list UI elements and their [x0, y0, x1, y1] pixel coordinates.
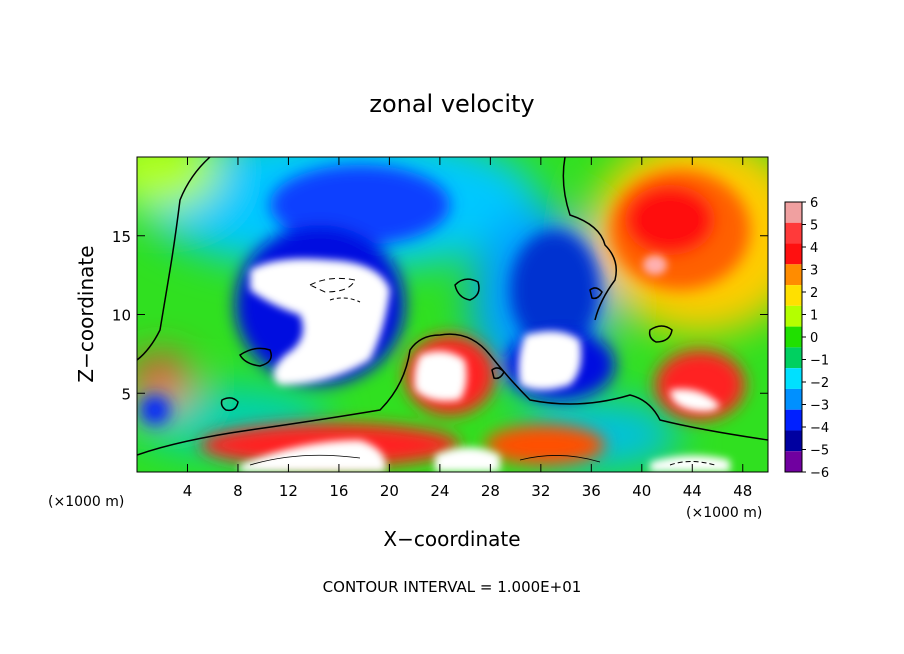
x-tick-label: 32	[531, 482, 550, 500]
zero-contour-lower	[137, 333, 768, 456]
colorbar-swatch	[785, 451, 802, 472]
colorbar-label: −4	[810, 421, 829, 436]
colorbar-swatch	[785, 243, 802, 265]
colorbar: 6 5 4 3 2 1 0 −1 −2 −3 −4 −5 −6	[784, 196, 829, 481]
y-tick-label: 15	[112, 228, 131, 246]
zero-contour-small-a	[220, 397, 239, 412]
zero-contour-bump	[239, 347, 272, 367]
x-tick-label: 44	[683, 482, 702, 500]
colorbar-label: 0	[810, 331, 818, 346]
dashed-contour-a	[308, 277, 356, 293]
colorbar-label: −2	[810, 376, 829, 391]
colorbar-swatch	[785, 326, 802, 348]
heatmap-field	[137, 157, 768, 472]
y-axis: 5 10 15	[112, 228, 768, 403]
colorbar-label: 6	[810, 196, 818, 211]
colorbar-label: 1	[810, 309, 818, 324]
colorbar-label: 4	[810, 241, 818, 256]
zero-contour-small-b	[491, 367, 505, 380]
zero-contour-upper	[562, 157, 617, 321]
contour-lines	[137, 157, 768, 466]
x-tick-label: 4	[183, 482, 193, 500]
colorbar-label: −6	[810, 466, 829, 481]
x-tick-label: 8	[233, 482, 243, 500]
x-tick-label: 48	[733, 482, 752, 500]
x-tick-label: 28	[481, 482, 500, 500]
chart-title: zonal velocity	[369, 90, 534, 118]
thin-contour-bottom-b	[519, 455, 601, 463]
colorbar-swatch	[785, 285, 802, 306]
zero-contour-island	[454, 278, 480, 301]
x-tick-label: 12	[279, 482, 298, 500]
colorbar-swatch	[785, 368, 802, 389]
dashed-contour-b	[329, 297, 361, 303]
colorbar-swatch	[785, 409, 802, 431]
colorbar-swatch	[785, 202, 802, 223]
zero-contour-small-c	[589, 287, 603, 300]
colorbar-label: −5	[810, 444, 829, 459]
x-unit-note: (×1000 m)	[686, 505, 762, 521]
dashed-contour-c	[669, 461, 716, 466]
colorbar-swatch	[785, 430, 802, 452]
colorbar-label: −1	[810, 354, 829, 369]
y-tick-label: 5	[121, 385, 131, 403]
x-tick-label: 24	[430, 482, 449, 500]
colorbar-swatch	[785, 264, 802, 286]
x-tick-label: 36	[582, 482, 601, 500]
colorbar-swatch	[785, 222, 802, 244]
y-axis-label: Z−coordinate	[74, 245, 98, 382]
colorbar-label: 5	[810, 219, 818, 234]
colorbar-swatch	[785, 347, 802, 369]
colorbar-label: −3	[810, 399, 829, 414]
colorbar-swatch	[785, 305, 802, 327]
x-tick-label: 40	[632, 482, 651, 500]
z-unit-note: (×1000 m)	[48, 494, 124, 510]
x-axis-label: X−coordinate	[383, 527, 520, 551]
colorbar-label: 3	[810, 264, 818, 279]
zero-contour-right	[648, 325, 673, 343]
x-tick-label: 20	[380, 482, 399, 500]
thin-contour-bottom	[249, 454, 361, 466]
x-tick-label: 16	[329, 482, 348, 500]
colorbar-swatch	[785, 388, 802, 410]
x-axis: 4 8 12 16 20 24 28 32 36 40 44 48	[183, 157, 752, 500]
y-tick-label: 10	[112, 307, 131, 325]
zero-contour-left	[137, 157, 211, 361]
colorbar-label: 2	[810, 286, 818, 301]
contour-interval-footer: CONTOUR INTERVAL = 1.000E+01	[323, 578, 582, 596]
